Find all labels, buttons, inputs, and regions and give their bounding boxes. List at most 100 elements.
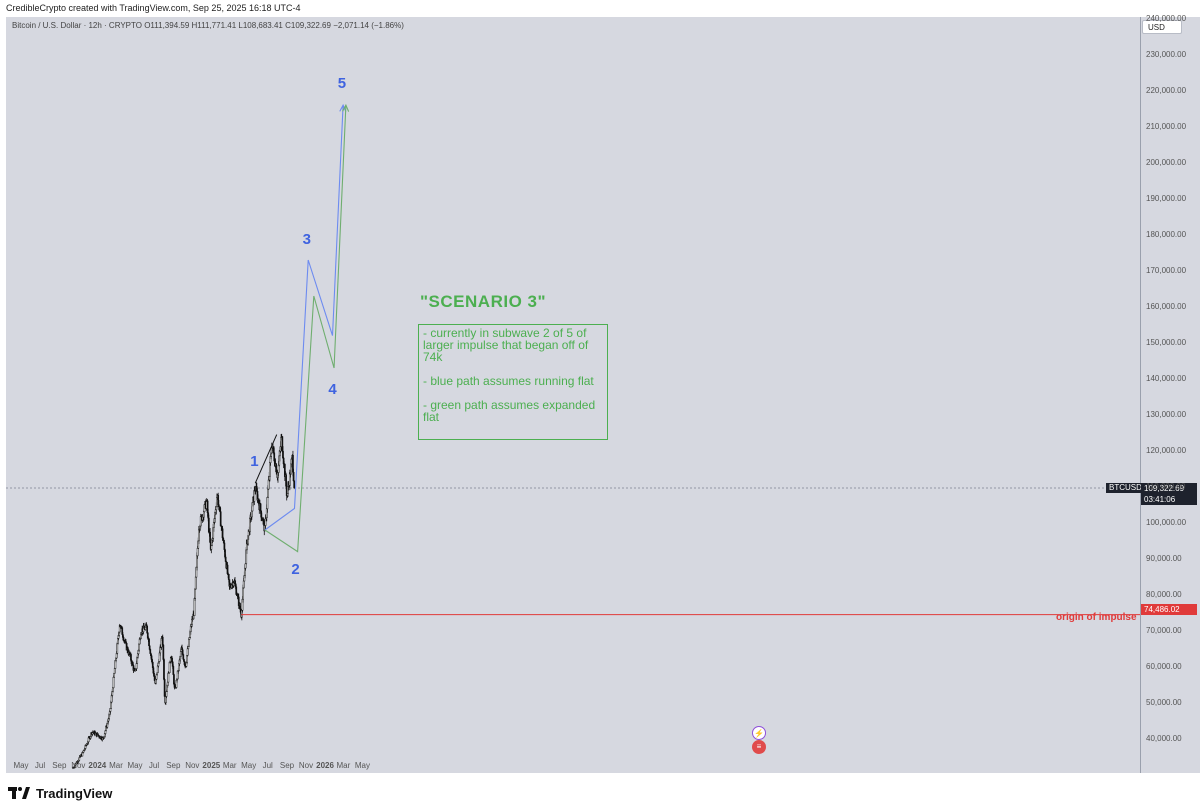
green-path-projection [264,105,347,553]
chart-credit: CredibleCrypto created with TradingView.… [6,3,301,13]
y-tick-label: 60,000.00 [1146,661,1182,671]
candle-body [188,638,190,647]
candle-body [97,733,99,736]
candlestick-series [72,433,296,769]
candle-body [217,504,220,507]
tradingview-logo-icon [8,787,30,799]
projection-layer [241,103,1140,616]
y-tick-label: 240,000.00 [1146,13,1187,23]
origin-price-tag: 74,486.02 [1141,604,1197,615]
y-tick-label: 190,000.00 [1146,193,1187,203]
countdown-tag: 03:41:06 [1141,494,1197,505]
note-3: - green path assumes expanded flat [423,398,596,424]
x-tick-label: May [13,761,29,770]
x-tick-label: Mar [222,761,237,770]
candle-body [112,676,115,689]
y-tick-label: 100,000.00 [1146,517,1187,527]
x-tick-label: 2025 [202,761,221,770]
candle-body [163,679,166,697]
blue-path-projection [264,105,344,531]
x-tick-label: Jul [262,761,273,770]
y-tick-label: 90,000.00 [1146,553,1182,563]
candle-body [227,574,230,580]
note-2: - blue path assumes running flat [423,374,594,388]
x-tick-label: Sep [279,761,295,770]
candle-body [138,643,140,651]
candle-body [167,672,170,683]
x-tick-label: 2024 [88,761,107,770]
candle-body [165,691,168,697]
candle-body [186,648,189,656]
y-tick-label: 130,000.00 [1146,409,1187,419]
candle-body [113,673,115,678]
event-lightning-icon[interactable]: ⚡ [752,726,766,740]
y-tick-label: 80,000.00 [1146,589,1182,599]
currency-button[interactable]: USD [1142,20,1182,34]
candle-body [113,668,116,674]
candle-body [112,687,114,692]
price-scale[interactable] [1140,17,1200,773]
wave-label-2: 2 [291,560,300,578]
candle-body [146,625,149,634]
candle-body [292,471,295,482]
scenario-title: "SCENARIO 3" [420,292,547,311]
x-tick-label: May [354,761,370,770]
candle-body [172,666,175,675]
ohlc-legend: Bitcoin / U.S. Dollar · 12h · CRYPTO O11… [12,21,404,30]
candle-body [161,636,164,646]
candle-body [219,511,222,527]
legend-low: L108,683.41 [238,21,283,30]
legend-change: −2,071.14 (−1.86%) [333,21,404,30]
candle-body [179,651,182,657]
candle-body [242,580,245,589]
y-tick-label: 50,000.00 [1146,697,1182,707]
x-tick-label: May [127,761,143,770]
wave-1-trendline [254,434,278,484]
y-tick-label: 210,000.00 [1146,121,1187,131]
x-tick-label: 2026 [316,761,334,770]
x-tick-label: Jul [34,761,46,770]
x-tick-label: Nov [185,761,200,770]
y-tick-label: 120,000.00 [1146,445,1187,455]
candle-body [203,511,205,518]
candle-body [148,638,150,647]
note-1: - currently in subwave 2 of 5 of larger … [423,326,589,364]
blue-path-arrowhead [339,103,347,112]
chart-pane[interactable] [6,17,1140,773]
candle-body [221,528,224,539]
candle-body [193,598,196,616]
y-tick-label: 160,000.00 [1146,301,1187,311]
y-tick-label: 220,000.00 [1146,85,1187,95]
wave-label-4: 4 [328,380,337,398]
candle-body [156,672,158,675]
candle-body [242,587,244,600]
x-tick-label: Mar [109,761,123,770]
x-tick-label: Sep [52,761,67,770]
scenario-notes: - currently in subwave 2 of 5 of larger … [418,324,608,440]
candle-body [163,659,165,680]
green-path-arrowhead [342,103,350,112]
y-tick-label: 180,000.00 [1146,229,1187,239]
candle-body [267,488,269,498]
x-tick-label: Mar [336,761,351,770]
x-tick-label: Nov [298,761,314,770]
candle-body [194,588,196,599]
candle-body [166,681,169,686]
y-tick-label: 230,000.00 [1146,49,1187,59]
candle-body [259,503,262,512]
candle-body [293,480,296,488]
y-tick-label: 150,000.00 [1146,337,1187,347]
candle-body [182,654,185,660]
wave-label-1: 1 [250,452,259,470]
y-tick-label: 110,000.00 [1146,481,1186,491]
us-flag-icon[interactable]: ≡ [752,740,766,754]
candle-body [266,497,269,510]
tradingview-logo[interactable]: TradingView [8,784,112,802]
candle-body [162,644,165,660]
y-tick-label: 140,000.00 [1146,373,1187,383]
origin-label: origin of impulse [1056,612,1137,623]
legend-symbol[interactable]: Bitcoin / U.S. Dollar · 12h · CRYPTO [12,21,142,30]
y-tick-label: 40,000.00 [1146,733,1182,743]
candle-body [196,548,199,557]
